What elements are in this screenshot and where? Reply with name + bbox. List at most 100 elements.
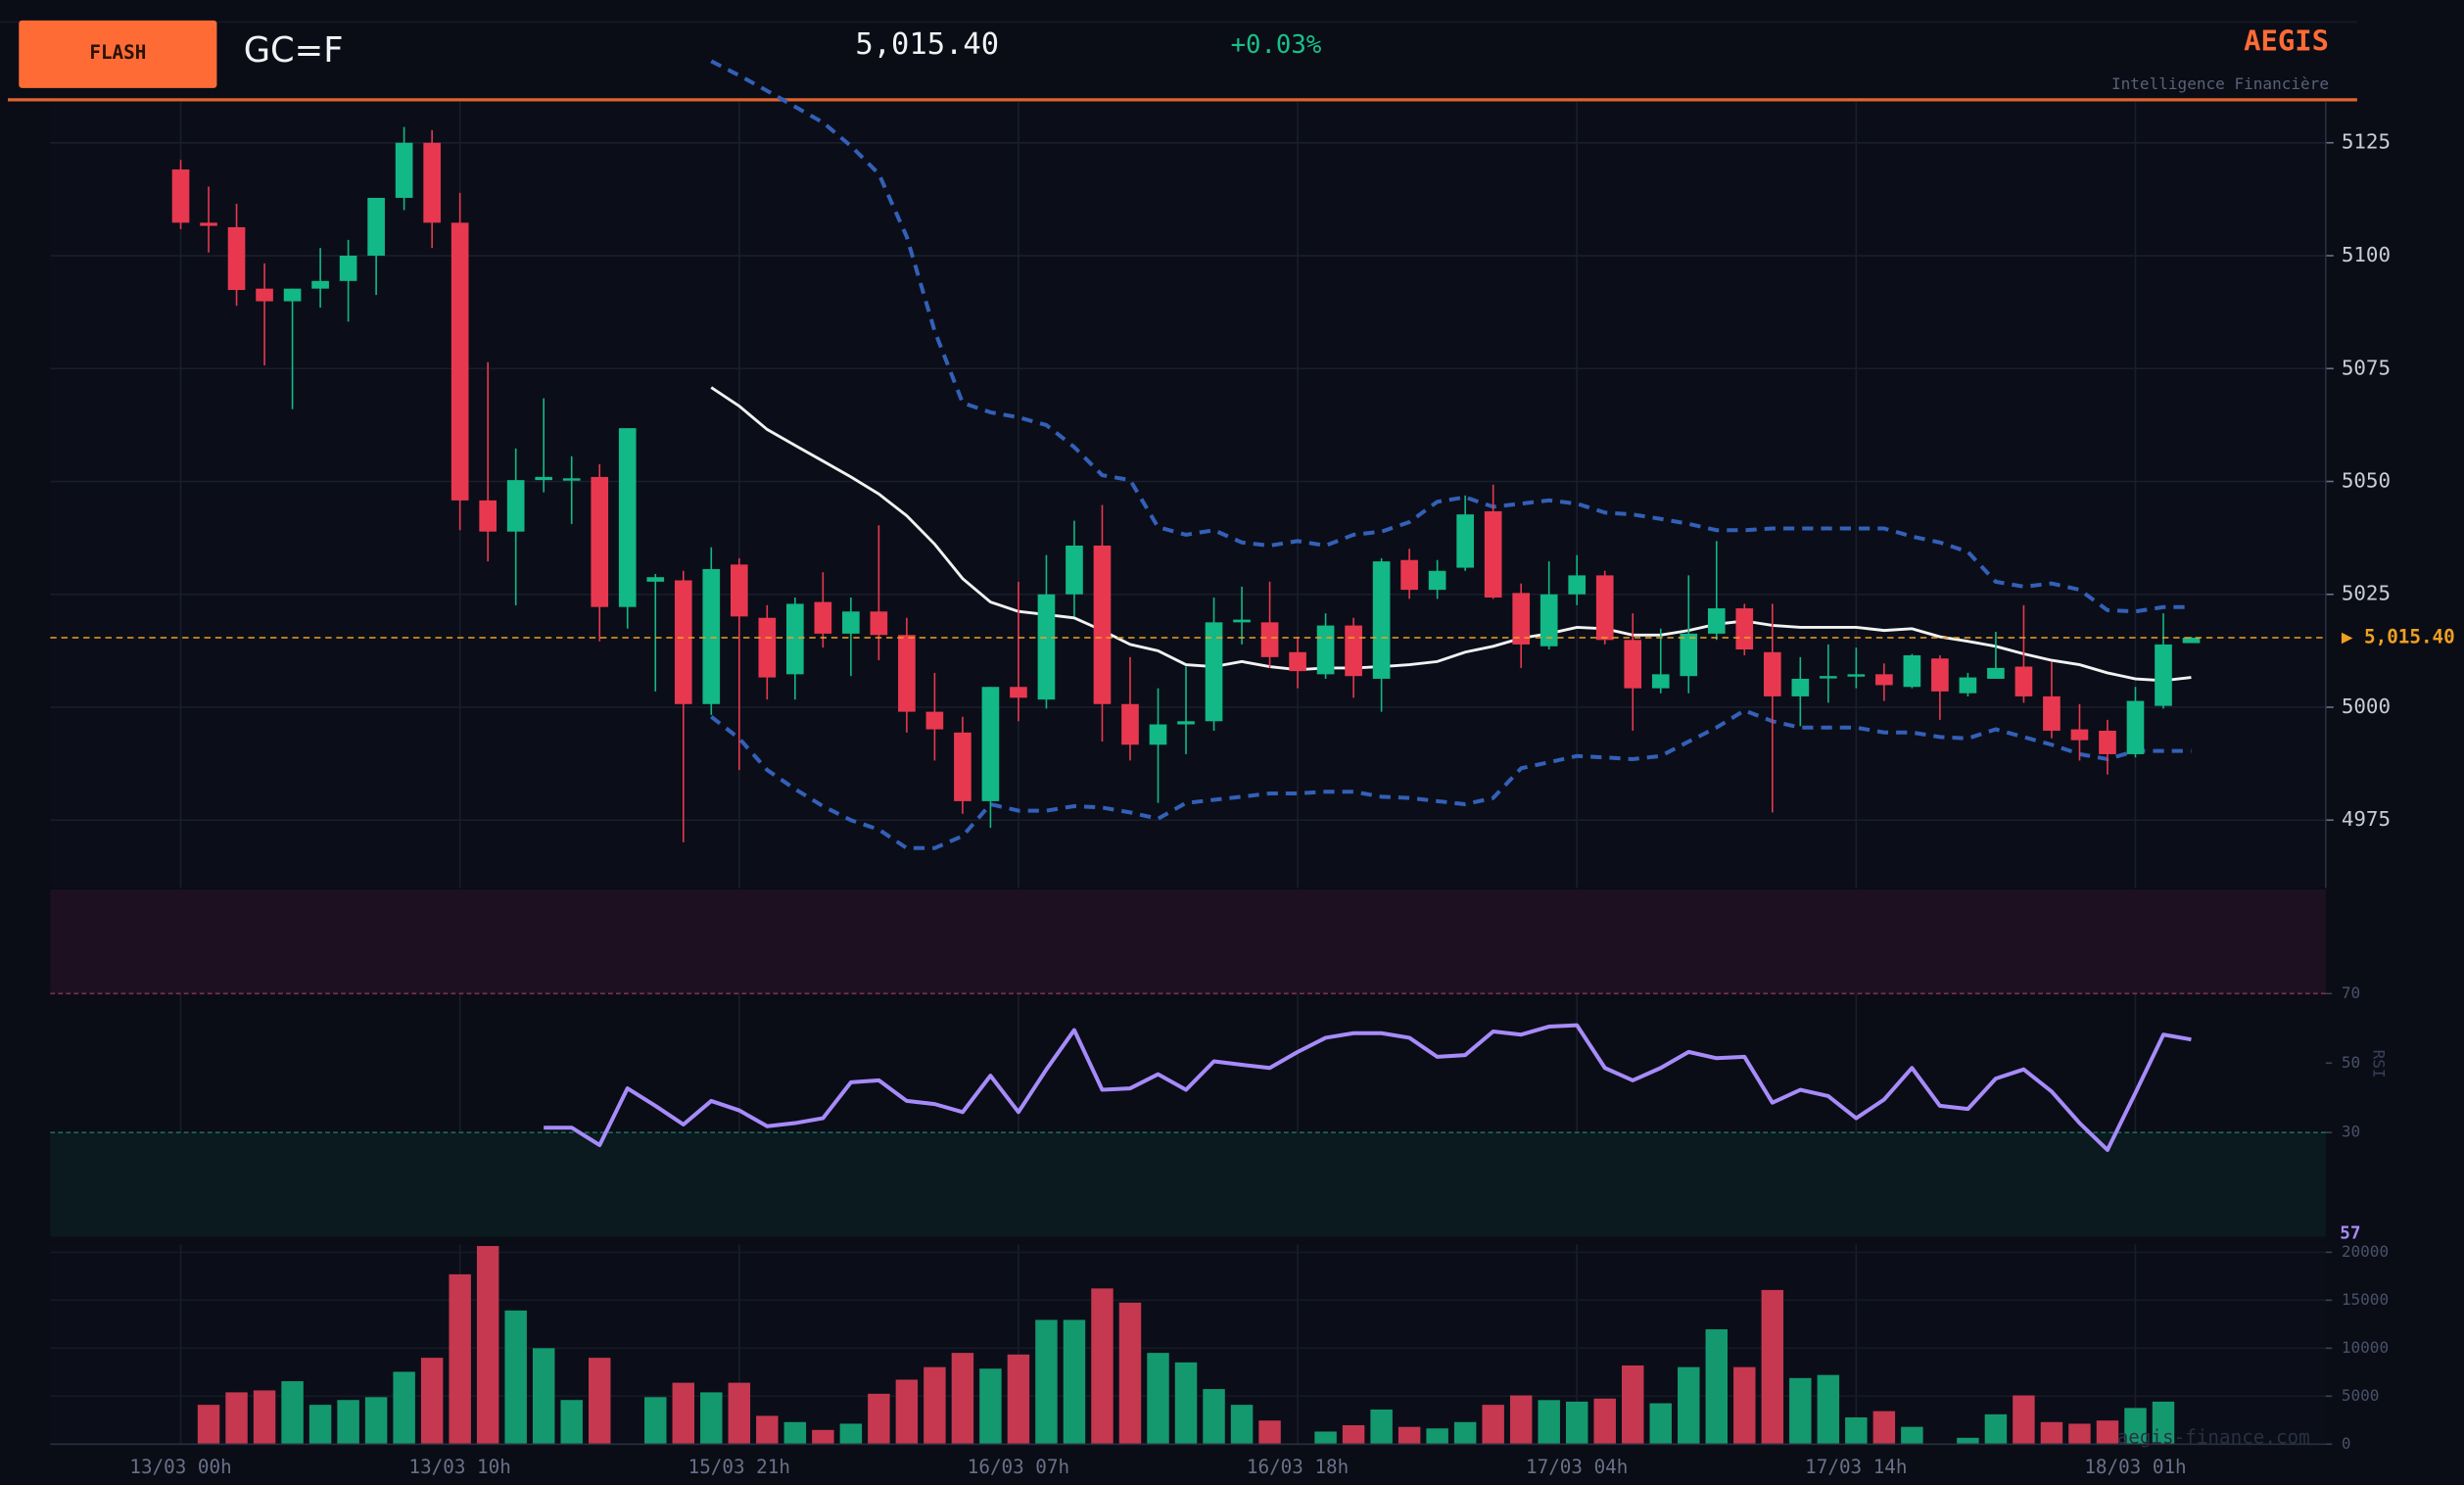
volume-bar	[1565, 1401, 1588, 1445]
volume-bar	[1453, 1421, 1477, 1445]
candle-body	[1735, 608, 1754, 649]
candle-body	[1037, 594, 1056, 700]
volume-bar	[1426, 1428, 1448, 1445]
volume-bar	[2096, 1420, 2119, 1445]
volume-bar	[812, 1429, 834, 1445]
candle-body	[2099, 730, 2116, 754]
rsi-line	[544, 1023, 2192, 1152]
rsi-current: 57	[2340, 1223, 2360, 1243]
volume-bar	[1984, 1413, 2008, 1445]
bollinger-band	[710, 708, 2192, 850]
volume-bar	[2152, 1401, 2175, 1445]
volume-bar	[1538, 1400, 1560, 1445]
volume-bar	[951, 1353, 974, 1445]
volume-bar	[1845, 1416, 1868, 1445]
oversold-zone	[50, 1132, 2326, 1237]
candle-body	[562, 478, 581, 481]
candle-body	[591, 476, 609, 607]
change: +0.03%	[1231, 30, 1322, 60]
volume-bar	[560, 1400, 583, 1445]
volume-bar	[1789, 1377, 1812, 1445]
volume-bar	[644, 1397, 667, 1445]
candle-body	[1540, 594, 1558, 647]
candle-body	[870, 611, 888, 636]
volume-bar	[1203, 1389, 1225, 1445]
y-tick-label: 5025	[2342, 582, 2391, 605]
volume-bar	[1705, 1329, 1729, 1445]
volume-bar	[1482, 1405, 1504, 1445]
volume-bar	[1649, 1403, 1672, 1445]
volume-bar	[281, 1381, 304, 1445]
candle-body	[954, 732, 971, 801]
candle-body	[1820, 676, 1837, 679]
volume-bar	[253, 1390, 276, 1445]
candle-body	[311, 280, 329, 289]
volume-bar	[1733, 1366, 1756, 1445]
volume-bar	[1258, 1420, 1281, 1445]
bollinger-band	[710, 59, 2192, 614]
candle-body	[1651, 674, 1670, 689]
rsi-tick-label: 50	[2342, 1053, 2360, 1072]
candle-body	[450, 222, 469, 501]
candle-body	[1763, 651, 1781, 696]
candle-body	[1875, 674, 1893, 686]
overbought-zone	[50, 888, 2326, 994]
candle-body	[1177, 721, 1195, 725]
volume-tick-label: 10000	[2342, 1338, 2389, 1357]
candle-body	[367, 198, 385, 257]
tagline: Intelligence Financière	[2111, 74, 2329, 93]
x-tick-label: 13/03 00h	[129, 1456, 231, 1478]
volume-bar	[895, 1379, 919, 1445]
candle-body	[1066, 545, 1083, 595]
price: 5,015.40	[855, 27, 999, 62]
candle-body	[758, 617, 777, 678]
candle-body	[1345, 625, 1362, 677]
candle-body	[842, 611, 860, 634]
volume-bar	[308, 1405, 332, 1445]
last-price-label: ▶ 5,015.40	[2342, 626, 2455, 648]
candle-body	[2182, 638, 2201, 644]
candle-body	[2126, 700, 2145, 754]
volume-bar	[783, 1421, 807, 1445]
candle-body	[339, 256, 357, 281]
candle-body	[1316, 625, 1335, 675]
y-tick-label: 5100	[2342, 243, 2391, 266]
volume-bar	[1007, 1354, 1030, 1445]
volume-bar	[979, 1368, 1002, 1445]
volume-bar	[337, 1400, 359, 1445]
candle-body	[2043, 695, 2061, 731]
candle-body	[674, 580, 692, 704]
candle-body	[479, 500, 498, 532]
candle-body	[618, 428, 637, 607]
candle-body	[1903, 654, 1921, 688]
y-tick-label: 4975	[2342, 807, 2391, 831]
volume-bar	[2068, 1423, 2091, 1445]
x-tick-label: 17/03 04h	[1526, 1456, 1628, 1478]
volume-bar	[839, 1423, 863, 1445]
volume-bar	[1063, 1319, 1086, 1445]
volume-bar	[1957, 1437, 1979, 1445]
candle-body	[898, 635, 916, 712]
volume-bar	[728, 1382, 751, 1445]
candle-body	[925, 711, 944, 730]
volume-tick-label: 5000	[2342, 1386, 2380, 1405]
volume-bar	[924, 1366, 946, 1445]
rsi-axis-label: RSI	[2369, 1050, 2388, 1078]
candle-body	[702, 568, 721, 704]
candle-body	[1400, 559, 1418, 591]
candle-body	[1149, 724, 1167, 745]
badge	[19, 20, 217, 88]
candle-body	[1568, 575, 1587, 595]
candle-body	[1791, 678, 1810, 696]
rsi-tick-label: 70	[2342, 983, 2360, 1002]
volume-bar	[504, 1310, 527, 1445]
x-tick-label: 16/03 07h	[968, 1456, 1069, 1478]
volume-bar	[364, 1397, 388, 1445]
volume-bar	[1872, 1411, 1896, 1445]
badge-text: FLASH	[89, 41, 146, 64]
volume-bar	[420, 1358, 444, 1445]
volume-bar	[1147, 1353, 1169, 1445]
candle-body	[786, 603, 804, 675]
volume-bar	[1398, 1426, 1421, 1445]
